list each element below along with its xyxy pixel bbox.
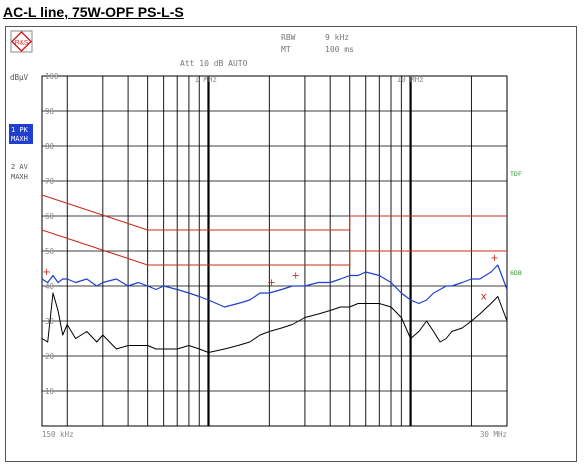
x-tick-label: 150 kHz bbox=[42, 430, 74, 439]
series-line-limit_av bbox=[41, 229, 507, 266]
series-line-peak bbox=[41, 264, 508, 308]
rbw-label: RBW bbox=[281, 33, 296, 42]
y-tick-label: 50 bbox=[45, 247, 55, 256]
trace2-label-line2: MAXH bbox=[11, 173, 28, 181]
chart-series bbox=[41, 194, 508, 353]
x-tick-labels: 150 kHz 1 MHz 10 MHz 30 MHz bbox=[42, 75, 507, 439]
att-text: Att 10 dB AUTO bbox=[180, 59, 248, 68]
trace1-label-line2: MAXH bbox=[11, 135, 28, 143]
analyzer-frame bbox=[5, 26, 577, 462]
logo-letters: R&S bbox=[15, 40, 29, 47]
trace2-label-line1: 2 AV bbox=[11, 163, 29, 171]
mt-label: MT bbox=[281, 45, 291, 54]
trace1-label-line1: 1 PK bbox=[11, 126, 29, 134]
y-tick-label: 40 bbox=[45, 282, 55, 291]
trace-marker: + bbox=[42, 267, 50, 278]
rs-logo-icon: R&S bbox=[10, 30, 33, 53]
y-tick-label: 20 bbox=[45, 352, 55, 361]
trace1-highlight bbox=[9, 124, 33, 144]
mt-value: 100 ms bbox=[325, 45, 354, 54]
x-tick-label: 1 MHz bbox=[194, 75, 217, 84]
series-line-limit_qp bbox=[41, 194, 507, 231]
trace-marker: + bbox=[490, 253, 498, 264]
unit-label: dBµV bbox=[10, 73, 29, 82]
rbw-value: 9 kHz bbox=[325, 33, 349, 42]
trace-marker: + bbox=[291, 271, 299, 282]
y-tick-label: 10 bbox=[45, 387, 55, 396]
page-title: AC-L line, 75W-OPF PS-L-S bbox=[3, 4, 184, 20]
limit-av-label: 6DB bbox=[510, 269, 522, 277]
y-tick-label: 90 bbox=[45, 107, 55, 116]
series-line-average bbox=[41, 292, 508, 353]
y-tick-label: 80 bbox=[45, 142, 55, 151]
y-tick-label: 70 bbox=[45, 177, 55, 186]
y-tick-label: 60 bbox=[45, 212, 55, 221]
trace-marker: x bbox=[481, 292, 487, 303]
y-tick-label: 100 bbox=[45, 72, 59, 81]
x-tick-label: 10 MHz bbox=[397, 75, 424, 84]
limit-qp-label: TDF bbox=[510, 170, 522, 178]
x-tick-label: 30 MHz bbox=[480, 430, 507, 439]
trace-marker: + bbox=[267, 278, 275, 289]
chart-markers: + + + + x bbox=[42, 253, 498, 303]
